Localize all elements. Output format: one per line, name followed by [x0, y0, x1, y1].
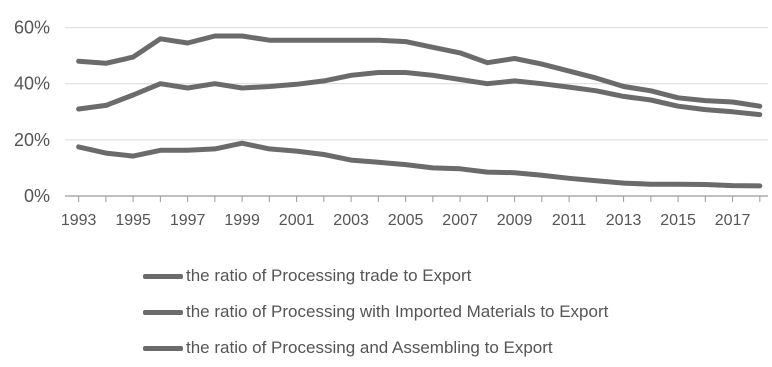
x-tick-label: 2011 [552, 212, 587, 229]
x-tick-label: 1999 [224, 212, 260, 229]
line-chart: 0% 20% 40% 60% 1993 1995 1997 1999 2001 2003 2005… [14, 18, 768, 229]
x-tick-label: 2017 [715, 212, 751, 229]
x-tick-label: 2013 [606, 212, 642, 229]
legend-item-processing-assembling: the ratio of Processing and Assembling t… [143, 330, 763, 366]
legend-item-processing-trade: the ratio of Processing trade to Export [143, 258, 763, 294]
legend-label: the ratio of Processing and Assembling t… [186, 338, 553, 357]
y-tick-label: 40% [14, 74, 50, 94]
x-tick-label: 2009 [497, 212, 533, 229]
legend-swatch [143, 345, 183, 351]
legend-item-imported-materials: the ratio of Processing with Imported Ma… [143, 294, 763, 330]
y-tick-label: 20% [14, 130, 50, 150]
series-line-2 [76, 140, 763, 189]
series-line-0 [76, 33, 763, 109]
gridlines [65, 27, 768, 141]
series-line-1 [76, 70, 763, 118]
series-lines [76, 33, 763, 189]
x-tick-label: 2003 [333, 212, 369, 229]
x-tick-label: 2007 [442, 212, 478, 229]
x-tick-label: 1993 [61, 212, 97, 229]
legend-label: the ratio of Processing trade to Export [186, 266, 472, 285]
legend: the ratio of Processing trade to Export … [143, 258, 763, 366]
x-tick-label: 2015 [660, 212, 696, 229]
x-tick-label: 1997 [170, 212, 206, 229]
legend-label: the ratio of Processing with Imported Ma… [186, 302, 609, 321]
legend-swatch [143, 309, 183, 315]
y-tick-label: 0% [24, 186, 50, 206]
legend-swatch [143, 273, 183, 279]
x-tick-label: 2005 [388, 212, 424, 229]
y-tick-label: 60% [14, 18, 50, 38]
y-axis-ticks: 0% 20% 40% 60% [14, 18, 50, 206]
x-tick-label: 1995 [115, 212, 151, 229]
x-tick-label: 2001 [279, 212, 315, 229]
x-axis: 1993 1995 1997 1999 2001 2003 2005 2007 2009 2011… [61, 195, 768, 229]
